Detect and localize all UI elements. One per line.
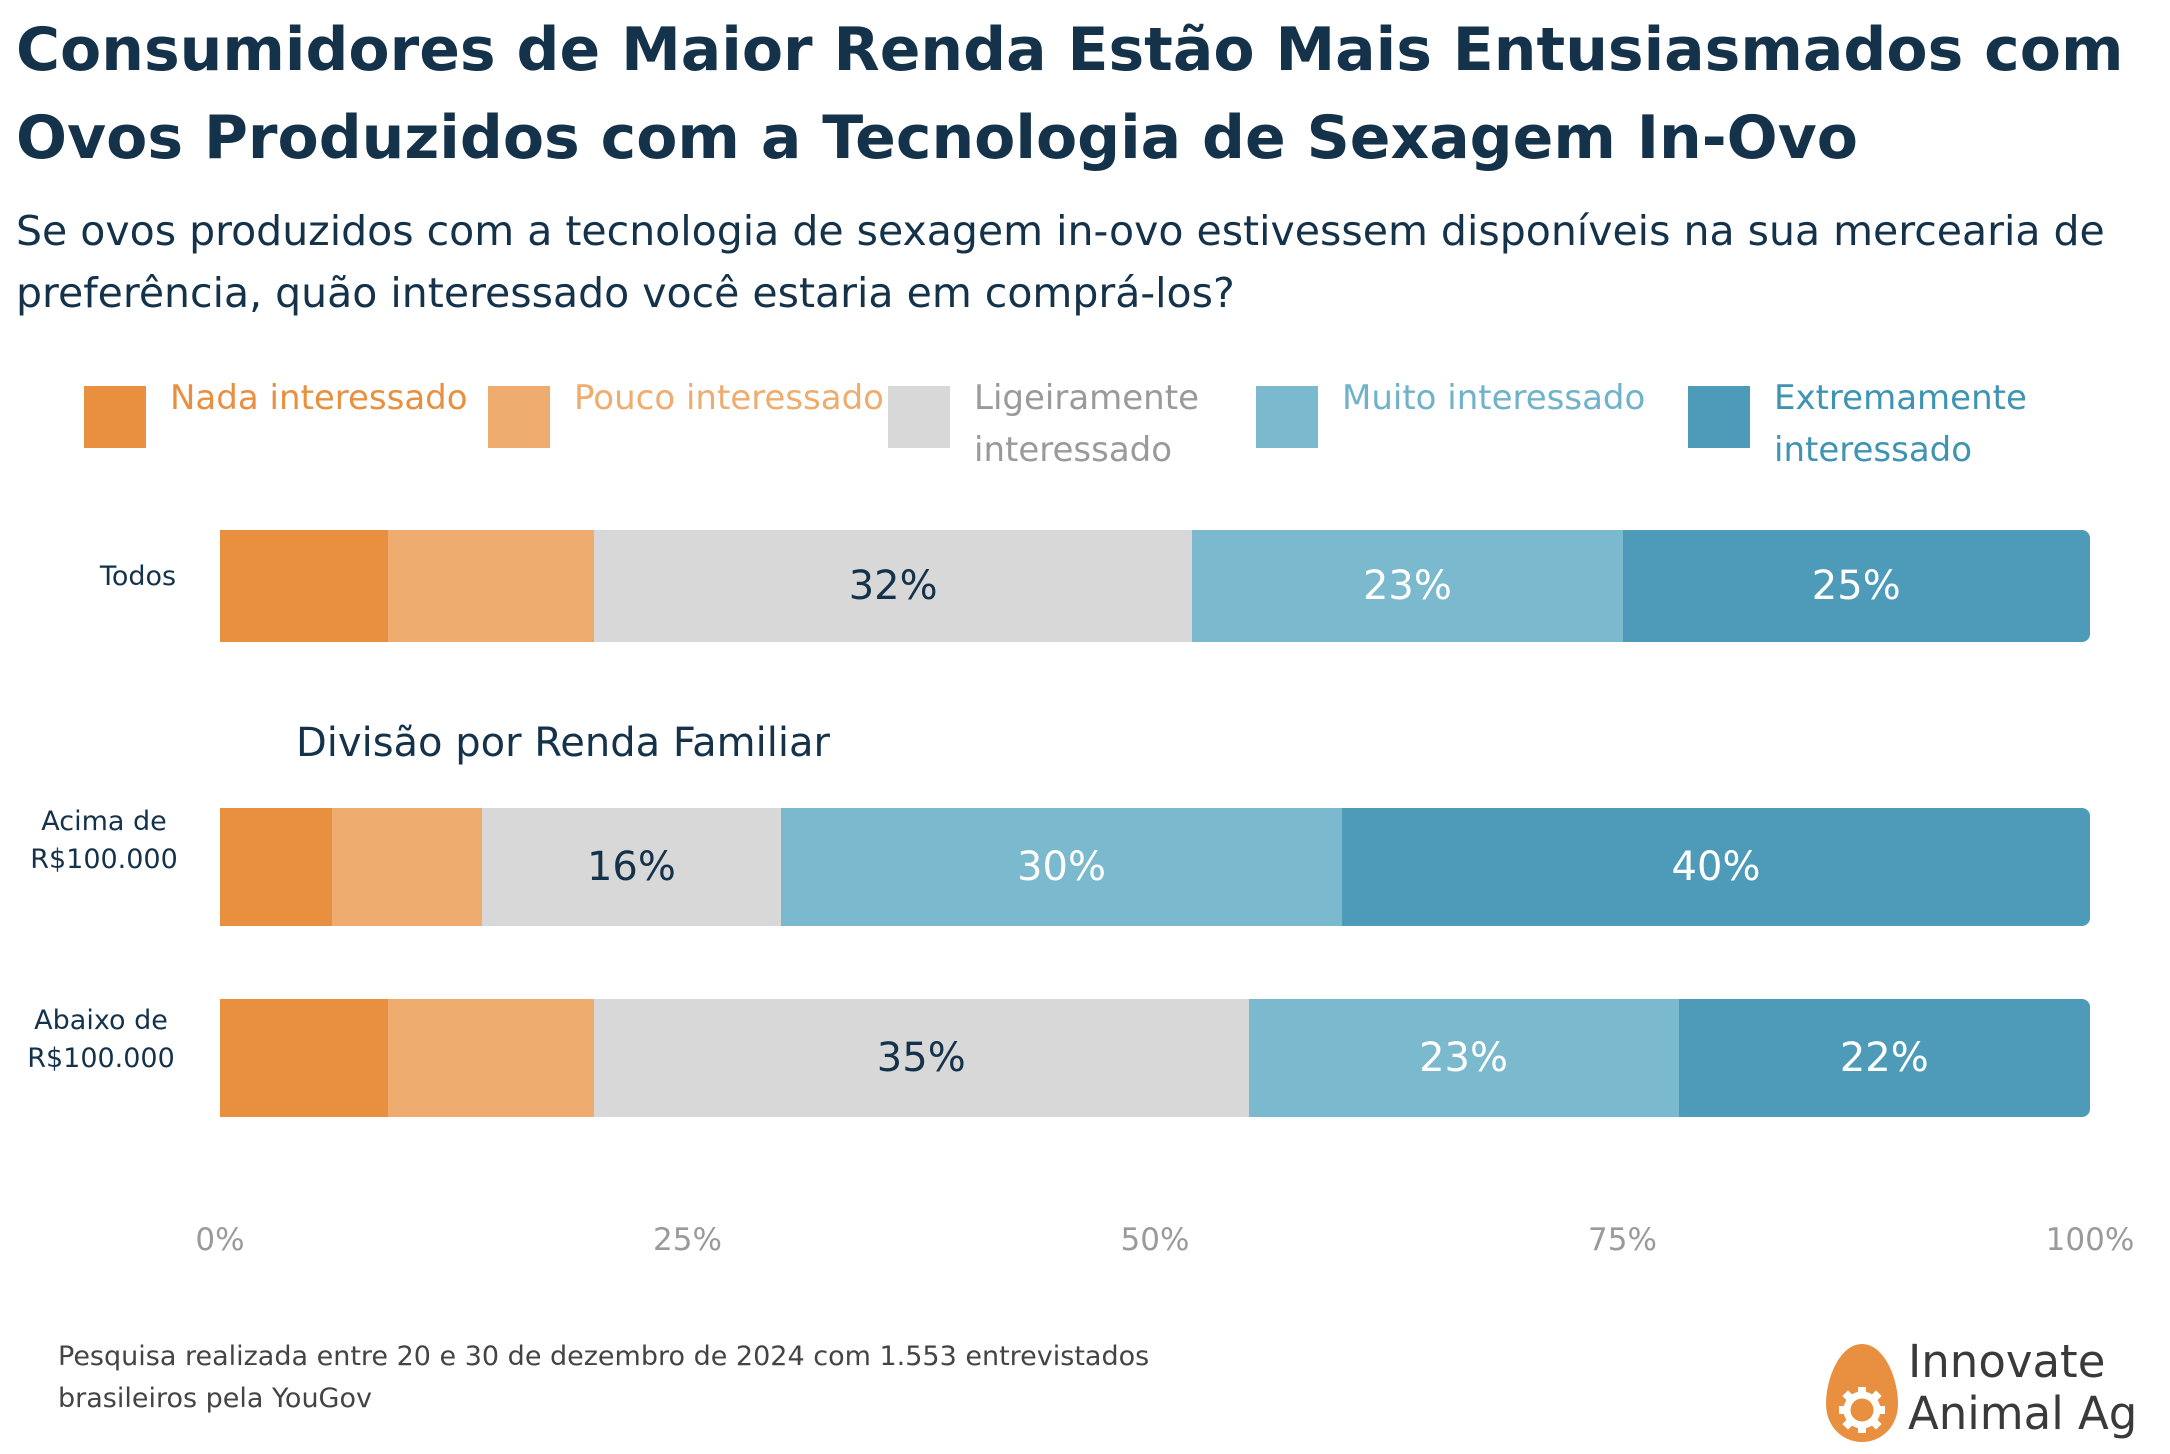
bar-segment xyxy=(332,808,483,926)
bar-segment xyxy=(220,808,333,926)
legend-swatch xyxy=(1256,386,1318,448)
legend-label: Pouco interessado xyxy=(574,378,884,418)
data-label: 23% xyxy=(1419,1035,1508,1081)
legend-label: Nada interessado xyxy=(170,378,468,418)
footnote: Pesquisa realizada entre 20 e 30 de deze… xyxy=(58,1341,1150,1414)
bar-row: 35% 23% 22% xyxy=(220,999,2090,1117)
data-label: 25% xyxy=(1811,563,1901,609)
data-label: 32% xyxy=(848,563,938,609)
bar-segment xyxy=(220,999,389,1117)
bar-segment xyxy=(594,530,1193,642)
chart-title: Consumidores de Maior Renda Estão Mais E… xyxy=(16,15,2124,173)
bar-segment xyxy=(481,808,782,926)
bar-segment xyxy=(388,999,595,1117)
x-tick-label: 75% xyxy=(1588,1222,1657,1258)
legend-swatch xyxy=(888,386,950,448)
row-label-acima: Acima de R$100.000 xyxy=(30,806,178,875)
bar-segment xyxy=(1192,530,1623,642)
row-label-todos: Todos xyxy=(99,561,177,592)
bar-segment xyxy=(1248,999,1680,1117)
egg-gear-icon xyxy=(1826,1344,1898,1442)
row-label-abaixo: Abaixo de R$100.000 xyxy=(27,1005,175,1074)
data-label: 35% xyxy=(876,1035,966,1081)
section-title: Divisão por Renda Familiar xyxy=(296,720,830,766)
bar-segment xyxy=(781,808,1343,926)
legend-label: Extremamente interessado xyxy=(1774,378,2027,470)
data-label: 40% xyxy=(1671,844,1761,890)
legend-swatch xyxy=(84,386,146,448)
data-label: 16% xyxy=(586,844,676,890)
bar-segment xyxy=(220,530,389,642)
logo-line2: Animal Ag xyxy=(1908,1387,2138,1440)
x-tick-label: 50% xyxy=(1120,1222,1190,1258)
data-label: 23% xyxy=(1362,563,1452,609)
legend-swatch xyxy=(1688,386,1750,448)
data-label: 30% xyxy=(1017,844,1106,890)
legend-swatch xyxy=(488,386,550,448)
x-tick-label: 100% xyxy=(2045,1222,2135,1258)
logo-line1: Innovate xyxy=(1908,1335,2106,1388)
bar-segment xyxy=(594,999,1249,1117)
bar-row: 32% 23% 25% xyxy=(220,530,2090,642)
chart-subtitle: Se ovos produzidos com a tecnologia de s… xyxy=(16,207,2105,317)
data-label: 22% xyxy=(1839,1035,1929,1081)
bar-segment xyxy=(1342,808,2090,926)
legend-label: Muito interessado xyxy=(1342,378,1646,418)
bar-row: 16% 30% 40% xyxy=(220,808,2090,926)
bar-segment xyxy=(1622,530,2090,642)
x-tick-label: 25% xyxy=(653,1222,722,1258)
legend-label: Ligeiramente interessado xyxy=(974,378,1199,470)
x-tick-label: 0% xyxy=(195,1222,245,1258)
bar-segment xyxy=(388,530,595,642)
bar-segment xyxy=(1678,999,2090,1117)
brand-logo: Innovate Animal Ag xyxy=(1822,1336,2162,1446)
